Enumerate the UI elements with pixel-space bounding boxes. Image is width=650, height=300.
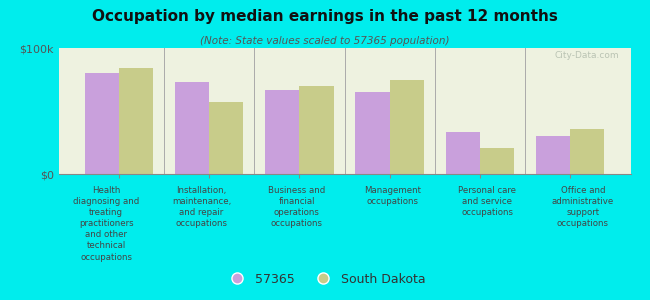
Bar [446, 132, 480, 174]
Bar [119, 68, 153, 174]
Text: (Note: State values scaled to 57365 population): (Note: State values scaled to 57365 popu… [200, 36, 450, 46]
Text: Personal care
and service
occupations: Personal care and service occupations [458, 186, 517, 217]
Bar [356, 92, 389, 174]
Text: Occupation by median earnings in the past 12 months: Occupation by median earnings in the pas… [92, 9, 558, 24]
Bar [389, 80, 424, 174]
Bar [536, 136, 570, 174]
Bar [300, 86, 333, 174]
Text: Installation,
maintenance,
and repair
occupations: Installation, maintenance, and repair oc… [172, 186, 231, 228]
Text: Health
diagnosing and
treating
practitioners
and other
technical
occupations: Health diagnosing and treating practitio… [73, 186, 139, 262]
Bar [84, 73, 119, 174]
Text: City-Data.com: City-Data.com [554, 50, 619, 59]
Bar [480, 148, 514, 174]
Bar [570, 129, 604, 174]
Text: Business and
financial
operations
occupations: Business and financial operations occupa… [268, 186, 326, 228]
Bar [265, 90, 300, 174]
Bar [175, 82, 209, 174]
Text: Management
occupations: Management occupations [363, 186, 421, 206]
Legend: 57365, South Dakota: 57365, South Dakota [219, 268, 431, 291]
Text: Office and
administrative
support
occupations: Office and administrative support occupa… [552, 186, 614, 228]
Bar [209, 102, 243, 174]
